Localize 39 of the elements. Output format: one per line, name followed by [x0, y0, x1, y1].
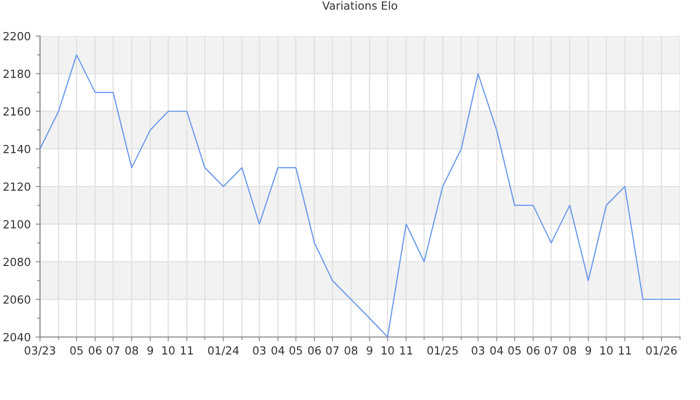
x-tick-label: 05	[70, 346, 83, 355]
x-tick-label: 08	[344, 346, 358, 355]
x-tick-label: 03/23	[24, 346, 56, 356]
y-tick-label: 2140	[4, 144, 30, 154]
x-tick-label: 10	[162, 346, 175, 355]
chart-title: Variations Elo	[322, 1, 398, 10]
x-tick-label: 08	[563, 346, 576, 355]
x-tick-label: 04	[272, 346, 284, 355]
x-tick-label: 9	[147, 346, 154, 355]
y-tick-label: 2120	[4, 182, 30, 191]
y-tick-label: 2160	[4, 107, 30, 116]
x-tick-label: 07	[326, 346, 339, 355]
x-tick-label: 04	[490, 346, 504, 355]
x-tick-label: 11	[180, 346, 193, 354]
x-tick-label: 05	[290, 346, 302, 355]
y-tick-label: 2180	[4, 70, 30, 78]
x-tick-label: 9	[585, 346, 592, 355]
x-tick-label: 03	[472, 346, 484, 355]
x-tick-label: 08	[125, 346, 138, 355]
y-tick-label: 2060	[4, 295, 30, 304]
y-tick-label: 2100	[4, 220, 30, 229]
y-tick-label: 2040	[4, 332, 30, 342]
x-tick-label: 10	[382, 346, 394, 355]
x-tick-label: 11	[400, 346, 412, 354]
y-tick-label: 2080	[4, 258, 30, 266]
x-tick-label: 07	[544, 346, 558, 355]
x-tick-label: 10	[600, 346, 613, 355]
x-tick-label: 05	[508, 346, 521, 355]
x-tick-label: 01/26	[646, 346, 677, 356]
x-tick-label: 9	[366, 346, 372, 355]
x-tick-label: 01/25	[427, 346, 458, 356]
x-tick-label: 06	[308, 346, 321, 355]
y-tick-label: 2200	[4, 32, 30, 40]
x-tick-label: 03	[252, 346, 266, 355]
x-tick-label: 06	[88, 346, 102, 355]
x-tick-label: 07	[106, 346, 120, 355]
x-tick-label: 11	[619, 346, 631, 354]
x-tick-label: 01/24	[208, 346, 239, 356]
x-tick-label: 06	[526, 346, 540, 355]
